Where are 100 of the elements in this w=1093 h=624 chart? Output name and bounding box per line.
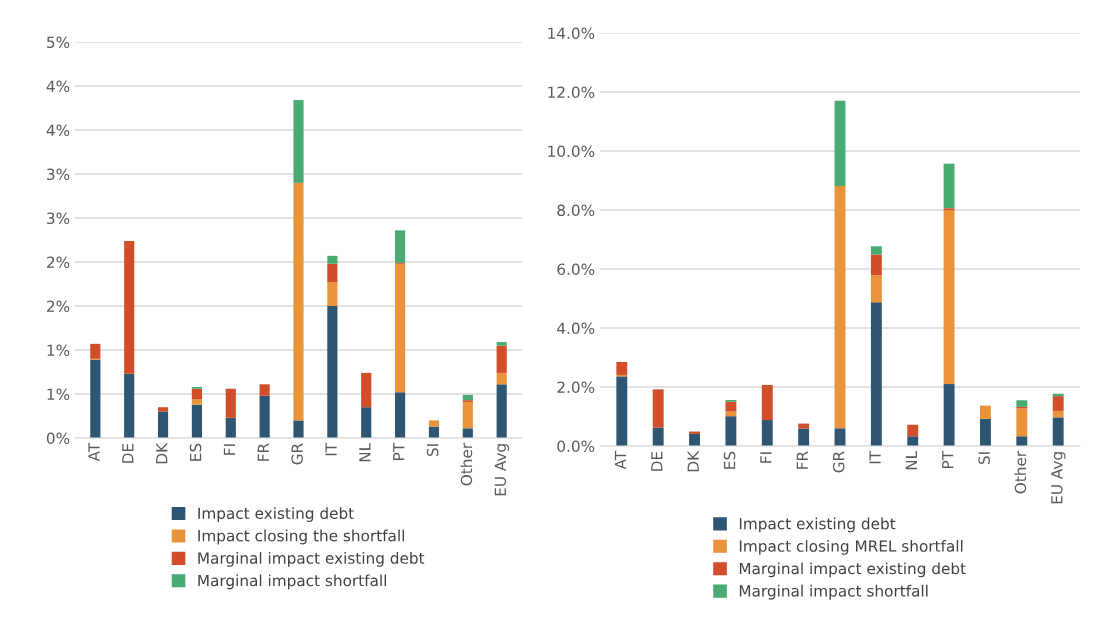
x-tick-label: IT: [869, 450, 881, 464]
legend-label: Impact closing MREL shortfall: [739, 539, 963, 555]
bar: [327, 282, 338, 306]
bar: [652, 389, 664, 428]
x-tick-label: FR: [257, 443, 269, 461]
bar: [395, 392, 406, 438]
y-tick-label: 2.0%: [557, 381, 595, 394]
x-tick-label: Other: [460, 442, 473, 486]
bar: [761, 384, 773, 421]
bar: [293, 420, 304, 438]
y-tick-label: 4%: [46, 124, 70, 137]
x-tick-label: DE: [122, 443, 134, 463]
bar: [395, 263, 406, 393]
y-tick-label: 6.0%: [557, 263, 595, 276]
bar: [725, 416, 737, 446]
bar: [225, 388, 236, 418]
bar: [907, 424, 919, 437]
legend-label: Marginal impact shortfall: [739, 584, 928, 600]
bar: [1016, 400, 1028, 407]
x-tick-label: EU Avg: [1051, 452, 1066, 504]
bar: [327, 263, 338, 283]
bar: [725, 411, 737, 417]
y-tick-label: 3%: [47, 212, 70, 225]
bar: [943, 208, 955, 211]
y-tick-label: 1%: [47, 388, 70, 401]
bar: [124, 240, 135, 374]
bar: [725, 401, 737, 412]
y-tick-label: 4%: [46, 80, 70, 93]
x-tick-label: EU Avg: [494, 444, 510, 496]
bar: [798, 428, 810, 446]
bar: [496, 345, 507, 373]
y-tick-label: 2%: [47, 256, 70, 269]
bar: [943, 210, 955, 385]
y-tick-label: 14.0%: [548, 27, 595, 40]
bar: [907, 436, 919, 446]
bar: [870, 254, 882, 276]
bar: [1052, 417, 1064, 446]
x-tick-label: SI: [426, 444, 439, 457]
bar: [90, 343, 101, 359]
bar: [191, 388, 202, 400]
y-tick-label: 2%: [47, 300, 70, 313]
legend-label: Marginal impact shortfall: [198, 574, 386, 590]
bar: [798, 423, 810, 429]
x-tick-label: FR: [796, 451, 808, 469]
x-tick-label: DE: [651, 451, 663, 471]
bar: [1016, 408, 1028, 437]
bar: [834, 100, 846, 187]
x-tick-label: GR: [832, 451, 845, 473]
bar: [496, 342, 507, 346]
x-tick-label: SI: [978, 452, 990, 465]
x-tick-label: AT: [88, 442, 100, 462]
x-tick-label: ES: [189, 443, 202, 461]
bar: [870, 302, 882, 446]
bar: [1016, 436, 1028, 446]
bar: [980, 418, 991, 446]
bar: [327, 306, 338, 438]
bar: [462, 394, 473, 401]
x-tick-label: PT: [942, 450, 954, 468]
y-tick-label: 10.0%: [548, 145, 595, 158]
bar: [462, 428, 473, 438]
bar: [395, 230, 406, 263]
bar: [496, 384, 507, 438]
bar: [327, 255, 338, 264]
bar: [689, 433, 700, 446]
x-tick-label: GR: [291, 443, 303, 465]
bar: [157, 407, 169, 412]
legend-label: Marginal impact existing debt: [739, 562, 966, 578]
bar: [980, 405, 991, 419]
bar: [293, 182, 304, 421]
legend-label: Marginal impact existing debt: [198, 552, 425, 567]
bar: [462, 401, 473, 429]
bar: [834, 186, 846, 429]
bar: [870, 275, 882, 303]
bar: [616, 376, 628, 446]
bar: [870, 246, 882, 255]
y-tick-label: 12.0%: [548, 86, 595, 99]
bar: [361, 407, 372, 438]
y-tick-label: 3%: [47, 168, 70, 181]
bar: [428, 420, 440, 427]
x-tick-label: NL: [359, 442, 371, 462]
bar: [259, 395, 270, 438]
bar: [259, 384, 270, 396]
bar: [361, 372, 372, 408]
legend-label: Impact existing debt: [739, 517, 896, 533]
bar: [496, 372, 507, 385]
legend-label: Impact closing the shortfall: [198, 529, 404, 545]
x-tick-label: Other: [1014, 450, 1027, 494]
x-tick-label: FI: [223, 444, 235, 455]
bar: [943, 163, 955, 209]
bar: [1052, 410, 1064, 418]
bar: [761, 420, 773, 446]
bar: [124, 373, 135, 438]
bar: [293, 100, 304, 183]
bar: [90, 359, 101, 438]
y-tick-label: 8.0%: [557, 204, 595, 217]
bar: [191, 404, 202, 438]
bar: [616, 361, 628, 375]
bar: [157, 411, 169, 438]
x-tick-label: ES: [723, 451, 736, 469]
bar: [943, 384, 955, 446]
